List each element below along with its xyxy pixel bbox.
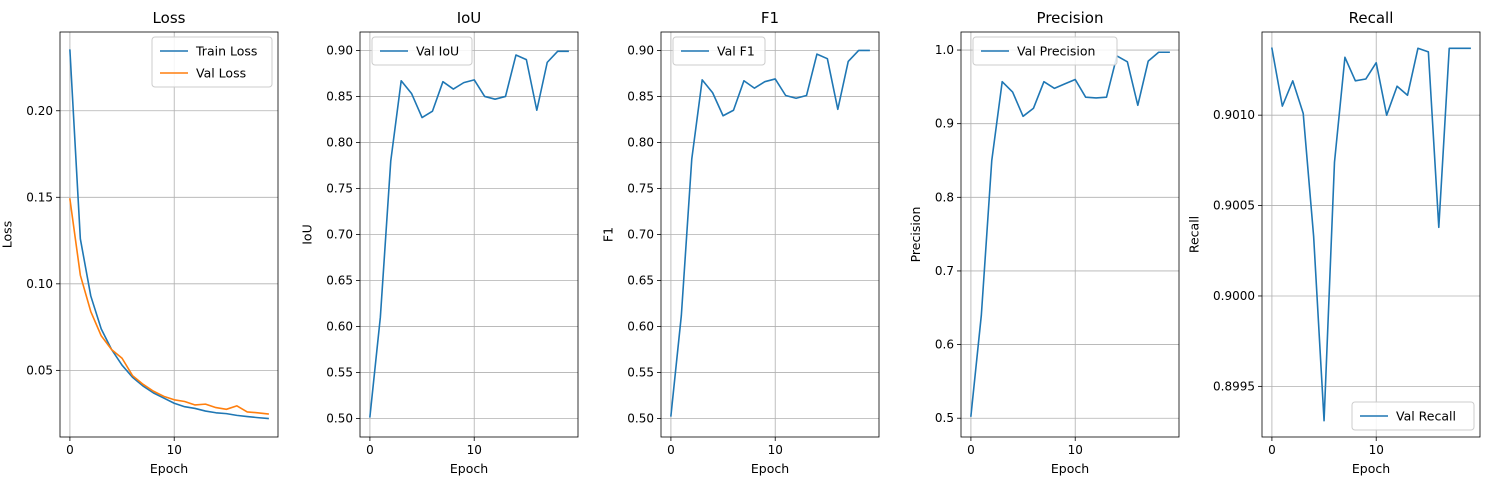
y-tick-label: 0.90 xyxy=(627,43,654,57)
legend: Val Precision xyxy=(972,36,1118,66)
y-tick-label: 0.80 xyxy=(326,135,353,149)
series-line-val-precision xyxy=(970,51,1170,417)
y-tick-label: 0.15 xyxy=(26,190,53,204)
series-line-val-iou xyxy=(369,50,569,418)
legend-box xyxy=(672,36,766,66)
series-line-val-loss xyxy=(69,198,269,415)
legend-entry: Val Precision xyxy=(1017,44,1095,59)
legend-entry: Val Recall xyxy=(1396,409,1456,424)
panel-loss: 0 10 0.05 0.10 0.15 0.20 Loss Epoch Loss Train Lo… xyxy=(0,9,279,476)
y-tick-label: 1.0 xyxy=(935,43,954,57)
legend-box xyxy=(972,36,1118,66)
y-tick-label: 0.90 xyxy=(326,43,353,57)
y-tick-label: 0.50 xyxy=(326,412,353,426)
x-axis-label: Epoch xyxy=(450,461,488,476)
x-tick-label: 0 xyxy=(967,443,975,457)
y-tick-label: 0.7 xyxy=(935,264,954,278)
x-tick-label: 10 xyxy=(1068,443,1083,457)
y-tick-label: 0.8 xyxy=(935,190,954,204)
y-tick-label: 0.65 xyxy=(627,274,654,288)
legend-box xyxy=(371,36,473,66)
y-tick-label: 0.5 xyxy=(935,411,954,425)
y-tick-label: 0.75 xyxy=(326,181,353,195)
y-tick-label: 0.55 xyxy=(326,366,353,380)
y-tick-label: 0.9010 xyxy=(1213,108,1255,122)
x-axis-label: Epoch xyxy=(1352,461,1390,476)
x-tick-label: 0 xyxy=(66,443,74,457)
axes-frame xyxy=(960,31,1180,438)
chart-title: Recall xyxy=(1349,9,1394,27)
y-tick-label: 0.70 xyxy=(627,228,654,242)
y-axis-label: Recall xyxy=(1186,216,1201,253)
y-tick-label: 0.9000 xyxy=(1213,289,1255,303)
legend-box xyxy=(1351,401,1475,431)
y-tick-label: 0.9 xyxy=(935,117,954,131)
y-tick-label: 0.85 xyxy=(627,89,654,103)
chart-title: IoU xyxy=(457,9,482,27)
y-tick-label: 0.75 xyxy=(627,181,654,195)
x-tick-label: 10 xyxy=(1369,443,1384,457)
y-tick-label: 0.9005 xyxy=(1213,199,1255,213)
legend-box xyxy=(151,36,273,88)
y-axis-label: Precision xyxy=(908,207,923,263)
x-tick-label: 0 xyxy=(366,443,374,457)
chart-title: Precision xyxy=(1037,9,1104,27)
legend: Val F1 xyxy=(672,36,766,66)
y-tick-label: 0.20 xyxy=(26,104,53,118)
y-tick-label: 0.10 xyxy=(26,277,53,291)
x-tick-label: 0 xyxy=(667,443,675,457)
y-tick-label: 0.50 xyxy=(627,412,654,426)
legend: Train Loss Val Loss xyxy=(151,36,273,88)
axes-frame xyxy=(1261,31,1481,438)
x-tick-label: 10 xyxy=(167,443,182,457)
y-tick-label: 0.85 xyxy=(326,89,353,103)
x-tick-label: 0 xyxy=(1268,443,1276,457)
y-tick-label: 0.55 xyxy=(627,366,654,380)
y-axis-label: Loss xyxy=(0,221,15,248)
axes-frame xyxy=(59,31,279,438)
x-axis-label: Epoch xyxy=(751,461,789,476)
legend: Val IoU xyxy=(371,36,473,66)
y-tick-label: 0.6 xyxy=(935,338,954,352)
x-tick-label: 10 xyxy=(467,443,482,457)
series-line-train-loss xyxy=(69,49,269,420)
y-axis-label: IoU xyxy=(300,224,315,244)
x-axis-label: Epoch xyxy=(150,461,188,476)
y-tick-label: 0.80 xyxy=(627,135,654,149)
y-tick-label: 0.60 xyxy=(627,320,654,334)
y-tick-label: 0.60 xyxy=(326,320,353,334)
x-tick-label: 10 xyxy=(768,443,783,457)
y-tick-label: 0.65 xyxy=(326,274,353,288)
panel-iou: 0 10 0.50 0.55 0.60 0.65 0.70 0.75 0.80 0.85 0.90 I… xyxy=(300,9,579,476)
y-tick-label: 0.8995 xyxy=(1213,379,1255,393)
y-tick-label: 0.05 xyxy=(26,363,53,377)
legend: Val Recall xyxy=(1351,401,1475,431)
legend-entry: Train Loss xyxy=(195,44,257,59)
series-line-val-f1 xyxy=(670,49,870,417)
panel-f1: 0 10 0.50 0.55 0.60 0.65 0.70 0.75 0.80 0.85 0.90 F… xyxy=(601,9,880,476)
panel-precision: 0 10 0.5 0.6 0.7 0.8 0.9 1.0 Precision Epoch Preci… xyxy=(908,9,1180,476)
chart-title: Loss xyxy=(153,9,186,27)
series-line-val-recall xyxy=(1270,47,1471,422)
legend-entry: Val IoU xyxy=(416,44,459,59)
x-axis-label: Epoch xyxy=(1051,461,1089,476)
legend-entry: Val Loss xyxy=(196,66,246,81)
chart-title: F1 xyxy=(761,9,779,27)
panel-recall: 0 10 0.8995 0.9000 0.9005 0.9010 Recall Epoch Re… xyxy=(1186,9,1481,476)
legend-entry: Val F1 xyxy=(717,44,755,59)
y-tick-label: 0.70 xyxy=(326,228,353,242)
y-axis-label: F1 xyxy=(601,227,616,242)
